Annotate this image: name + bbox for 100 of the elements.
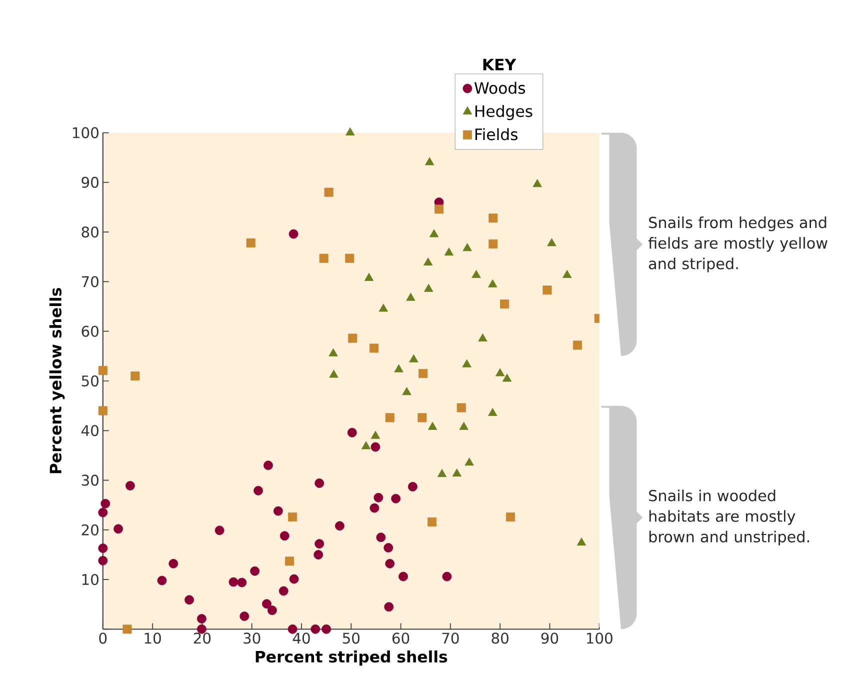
x-axis-title: Percent striped shells [256, 650, 448, 666]
point [364, 272, 374, 281]
point [374, 492, 384, 502]
y-tick-label: 90 [82, 176, 98, 188]
point [288, 512, 298, 522]
point [428, 517, 437, 526]
y-tick-label: 30 [82, 474, 98, 486]
text: Snails from hedges and fields are mostly yellow and striped. [648, 216, 828, 272]
point [347, 428, 357, 438]
y-tick-label: 70 [82, 276, 98, 288]
point [428, 422, 438, 430]
point [442, 572, 452, 582]
point [488, 214, 498, 223]
x-tick-label: 20 [194, 632, 211, 644]
point [418, 368, 428, 378]
x-tick-label: 30 [244, 632, 260, 644]
point [409, 354, 418, 362]
point [278, 586, 288, 596]
legend-title: KEY [483, 58, 516, 70]
point [573, 340, 582, 350]
x-tick-label: 80 [492, 632, 508, 644]
point [346, 127, 355, 136]
point [532, 179, 542, 188]
point [464, 458, 474, 466]
point [429, 229, 439, 238]
point [250, 566, 260, 576]
point [288, 229, 298, 239]
point [267, 606, 277, 615]
point [506, 512, 516, 522]
legend-label: Fields [475, 128, 518, 140]
text: Snails in wooded habitats are mostly brown and unstriped. [649, 490, 809, 546]
point [114, 524, 123, 534]
x-tick-label: 50 [342, 632, 360, 644]
point [385, 413, 394, 422]
x-tick-label: 100 [586, 632, 612, 644]
point [184, 595, 194, 605]
point [329, 370, 338, 378]
x-tick-label: 70 [442, 632, 459, 644]
point [576, 537, 586, 546]
point [130, 371, 140, 380]
point [335, 521, 344, 531]
point [424, 157, 434, 166]
point [456, 403, 466, 412]
point [452, 468, 462, 477]
x-tick-label: 60 [392, 632, 410, 644]
point [328, 348, 338, 356]
point [488, 279, 498, 288]
point [398, 572, 408, 582]
point [98, 366, 108, 376]
point [345, 254, 354, 263]
point [310, 624, 320, 634]
point [262, 599, 272, 609]
point [488, 239, 498, 248]
point [369, 344, 378, 353]
point [314, 478, 324, 488]
point [157, 576, 167, 586]
point [547, 238, 556, 246]
point [285, 556, 294, 566]
point [459, 422, 468, 430]
point [98, 556, 108, 566]
x-tick-label: 10 [144, 632, 161, 644]
legend-label: Hedges [475, 104, 532, 120]
point [444, 248, 454, 256]
legend-label: Woods [474, 82, 526, 94]
point [488, 408, 498, 416]
point [472, 270, 481, 278]
y-tick-label: 50 [82, 375, 98, 386]
point [240, 612, 250, 621]
x-tick-label: 40 [292, 632, 310, 644]
point [98, 406, 108, 416]
point [391, 494, 401, 504]
point [319, 254, 328, 263]
point [462, 359, 472, 368]
point [370, 503, 380, 513]
point [406, 292, 416, 301]
point [98, 508, 108, 518]
point [280, 531, 290, 541]
point [254, 486, 263, 496]
point [324, 188, 334, 197]
point [370, 430, 380, 439]
x-tick-label: 90 [541, 632, 558, 644]
point [348, 334, 358, 343]
point [394, 364, 404, 372]
point [385, 558, 395, 568]
point [424, 284, 434, 292]
y-tick-label: 20 [82, 524, 98, 536]
point [500, 299, 510, 308]
point [376, 532, 386, 542]
point [322, 624, 332, 634]
y-axis-title: Percent yellow shells [49, 288, 65, 474]
point [246, 238, 256, 248]
point [264, 460, 273, 470]
point [168, 558, 178, 568]
point [478, 333, 488, 342]
point [314, 550, 324, 560]
y-tick-label: 40 [81, 425, 98, 436]
point [288, 624, 298, 634]
point [370, 442, 380, 452]
point [100, 498, 110, 508]
point [126, 480, 135, 490]
